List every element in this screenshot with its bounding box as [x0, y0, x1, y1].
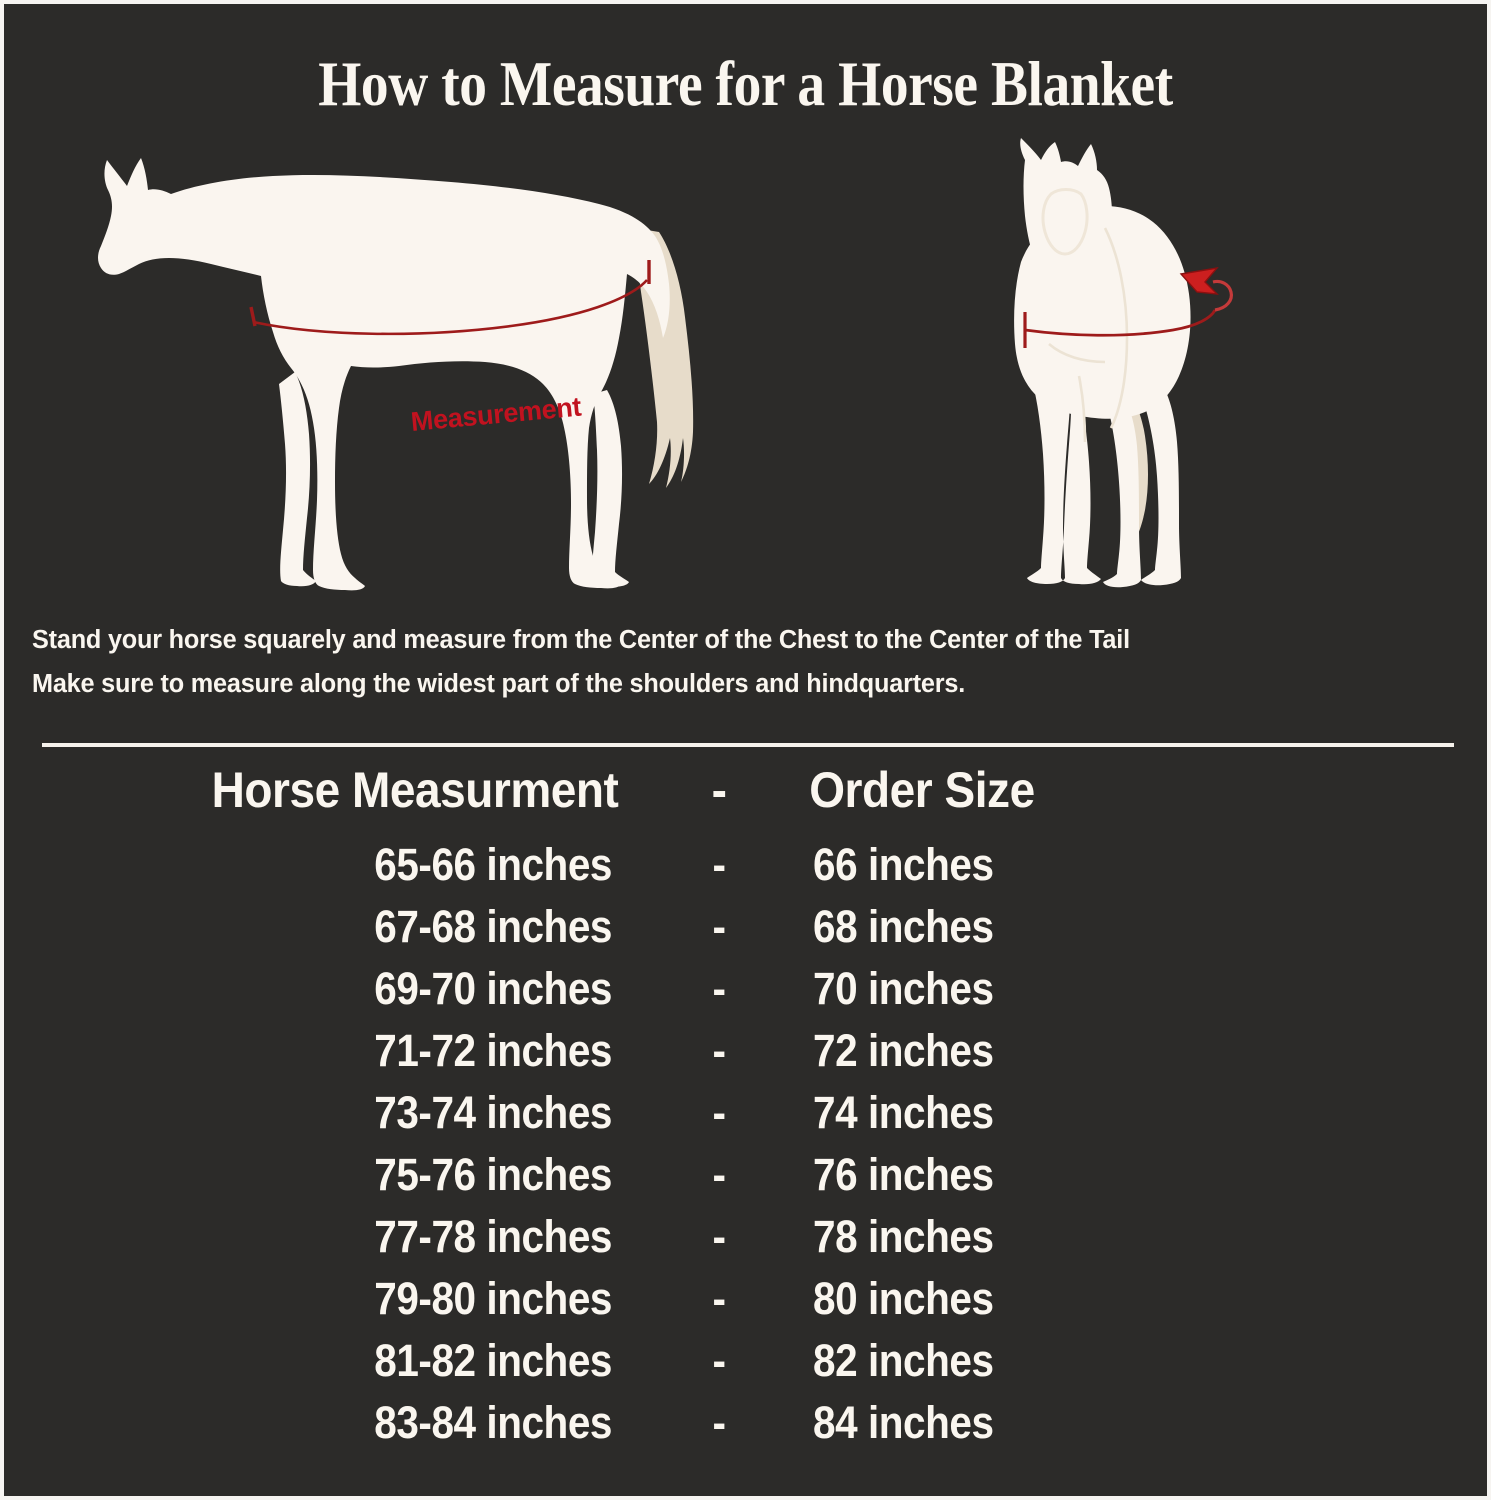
horse-rear-contour-lines	[1048, 227, 1129, 443]
cell-measurement: 81-82 inches	[374, 1335, 612, 1386]
horse-rear-view-svg	[1014, 138, 1233, 588]
column-header-dash: -	[711, 762, 727, 818]
wrap-arrow-tail	[1212, 279, 1233, 312]
horse-rear-legs-shape	[1027, 376, 1101, 585]
measurement-line	[252, 279, 648, 336]
table-row: 75-76 inches - 76 inches	[4, 1149, 1487, 1211]
cell-order-size: 82 inches	[813, 1335, 994, 1386]
horse-body-shape	[98, 158, 670, 591]
cell-measurement: 83-84 inches	[374, 1397, 612, 1448]
cell-order-size: 70 inches	[813, 963, 994, 1014]
measurement-tick-chest	[249, 306, 257, 327]
cell-dash: -	[712, 901, 726, 952]
cell-dash: -	[712, 839, 726, 890]
cell-measurement: 71-72 inches	[374, 1025, 612, 1076]
cell-dash: -	[712, 1397, 726, 1448]
horse-rear-hind-legs-shape	[1103, 390, 1181, 588]
table-row: 79-80 inches - 80 inches	[4, 1273, 1487, 1335]
cell-order-size: 66 inches	[813, 839, 994, 890]
cell-order-size: 78 inches	[813, 1211, 994, 1262]
wrap-arrow-head-icon	[1179, 266, 1219, 295]
cell-order-size: 74 inches	[813, 1087, 994, 1138]
table-header-row: Horse Measurment - Order Size	[4, 761, 1487, 839]
cell-dash: -	[712, 1025, 726, 1076]
cell-dash: -	[712, 1335, 726, 1386]
cell-dash: -	[712, 963, 726, 1014]
cell-order-size: 76 inches	[813, 1149, 994, 1200]
table-row: 65-66 inches - 66 inches	[4, 839, 1487, 901]
horse-rear-view	[959, 132, 1279, 602]
measurement-line-rear	[1024, 309, 1217, 337]
horse-rear-muzzle-shape	[1041, 188, 1089, 256]
horse-side-view: Measurement	[59, 132, 719, 602]
table-body: 65-66 inches - 66 inches 67-68 inches - 68 in…	[4, 839, 1487, 1459]
cell-measurement: 73-74 inches	[374, 1087, 612, 1138]
instructions-line-1: Stand your horse squarely and measure fr…	[32, 626, 1130, 654]
cell-order-size: 84 inches	[813, 1397, 994, 1448]
table-row: 77-78 inches - 78 inches	[4, 1211, 1487, 1273]
column-header-measurement: Horse Measurment	[211, 762, 619, 818]
cell-measurement: 65-66 inches	[374, 839, 612, 890]
illustration-row: Measurement	[4, 132, 1487, 602]
cell-order-size: 80 inches	[813, 1273, 994, 1324]
instructions-line-2: Make sure to measure along the widest pa…	[32, 670, 966, 698]
horse-rear-leg-far-shape	[592, 390, 629, 587]
table-row: 67-68 inches - 68 inches	[4, 901, 1487, 963]
cell-dash: -	[712, 1149, 726, 1200]
cell-order-size: 68 inches	[813, 901, 994, 952]
cell-dash: -	[712, 1273, 726, 1324]
horse-front-leg-far-shape	[279, 372, 316, 587]
cell-dash: -	[712, 1211, 726, 1262]
horse-side-view-svg	[98, 158, 694, 591]
table-row: 83-84 inches - 84 inches	[4, 1397, 1487, 1459]
horse-rear-head-shape	[1020, 138, 1112, 289]
table-row: 73-74 inches - 74 inches	[4, 1087, 1487, 1149]
size-chart-table: Horse Measurment - Order Size 65-66 inch…	[4, 761, 1487, 1459]
cell-measurement: 77-78 inches	[374, 1211, 612, 1262]
table-row: 69-70 inches - 70 inches	[4, 963, 1487, 1025]
cell-order-size: 72 inches	[813, 1025, 994, 1076]
cell-measurement: 75-76 inches	[374, 1149, 612, 1200]
table-row: 81-82 inches - 82 inches	[4, 1335, 1487, 1397]
table-row: 71-72 inches - 72 inches	[4, 1025, 1487, 1087]
cell-measurement: 69-70 inches	[374, 963, 612, 1014]
page-title: How to Measure for a Horse Blanket	[318, 49, 1173, 119]
column-header-order-size: Order Size	[809, 762, 1035, 818]
cell-measurement: 79-80 inches	[374, 1273, 612, 1324]
cell-dash: -	[712, 1087, 726, 1138]
cell-measurement: 67-68 inches	[374, 901, 612, 952]
instructions-block: Stand your horse squarely and measure fr…	[32, 618, 1448, 706]
section-divider	[42, 743, 1454, 747]
